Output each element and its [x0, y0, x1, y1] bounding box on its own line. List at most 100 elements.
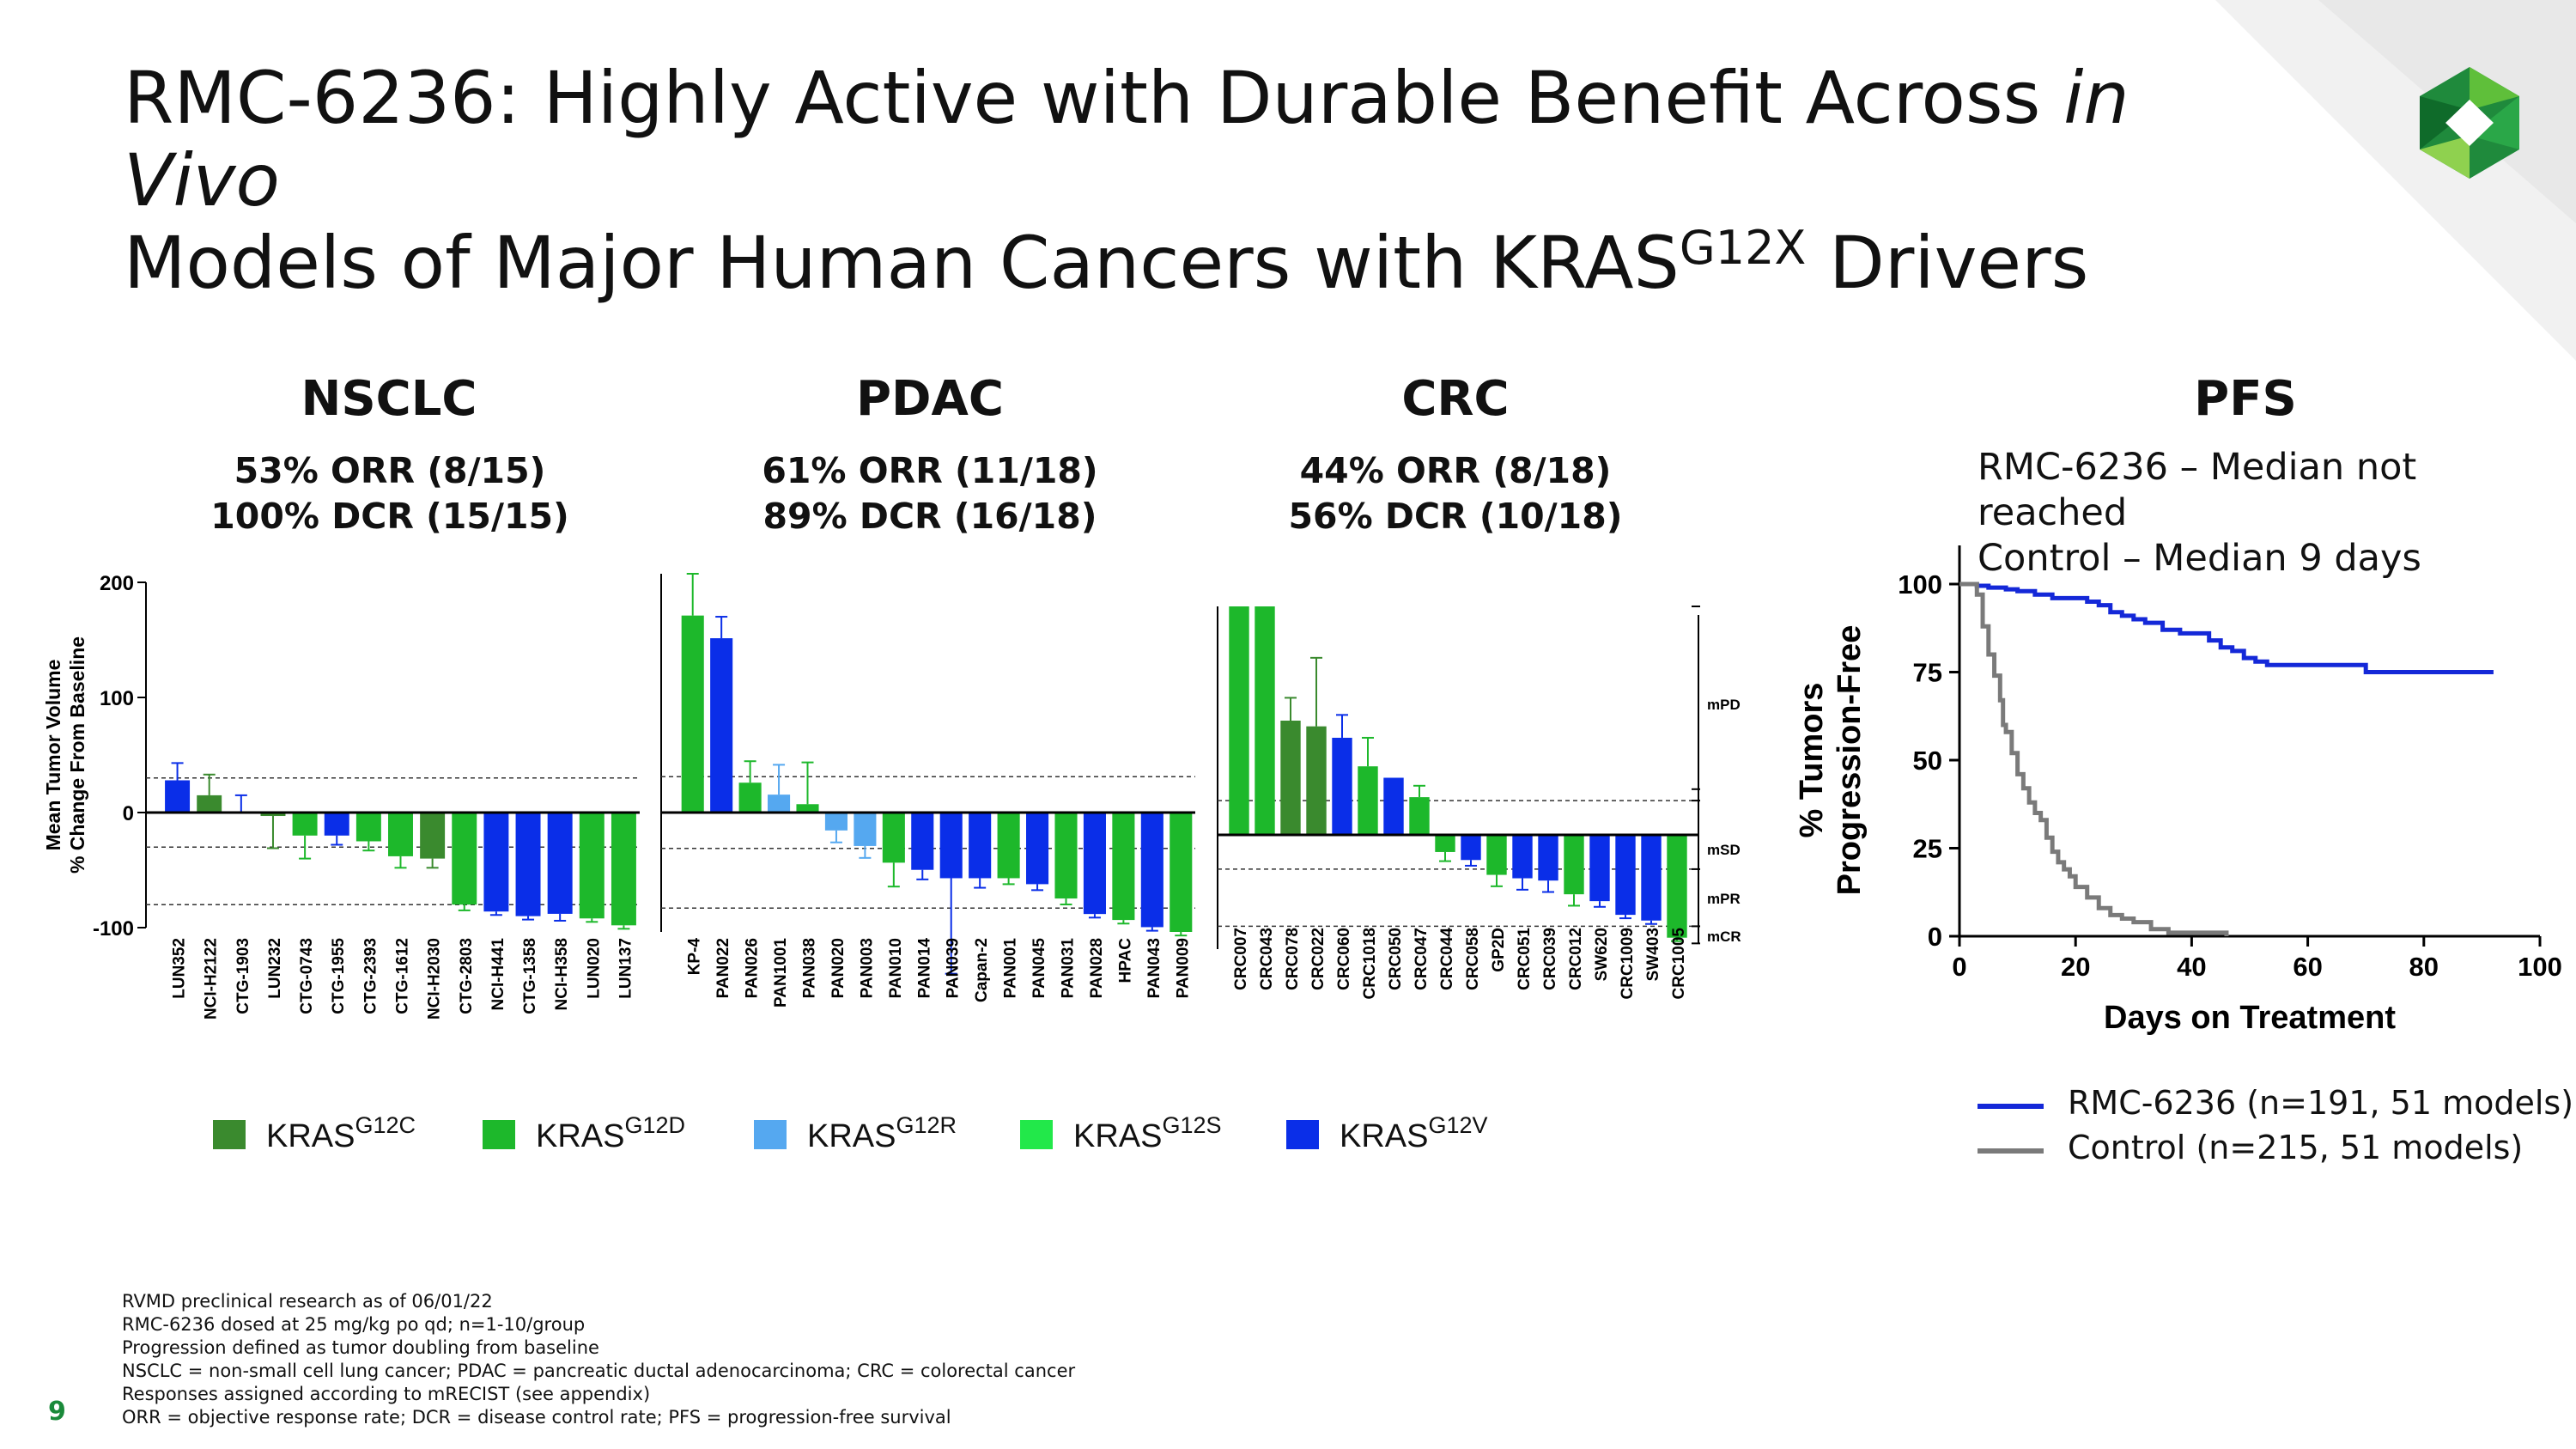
category-label: PAN045	[1030, 938, 1048, 999]
bar	[1589, 835, 1610, 902]
bar	[611, 813, 636, 926]
category-label: PAN014	[915, 938, 933, 999]
bar	[681, 615, 704, 813]
nsclc-stats: 53% ORR (8/15) 100% DCR (15/15)	[89, 448, 690, 539]
km-curve-control	[1959, 581, 2229, 936]
category-label: PAN010	[887, 938, 905, 998]
bar	[710, 638, 733, 813]
category-label: CRC044	[1438, 928, 1456, 990]
category-label: GP2D	[1490, 928, 1508, 972]
category-label: SW620	[1593, 928, 1611, 981]
pfs-x-tick-label: 20	[2061, 952, 2090, 982]
pfs-x-tick-label: 0	[1952, 952, 1966, 982]
category-label: CRC022	[1309, 928, 1327, 990]
pfs-y-tick-label: 0	[1928, 922, 1942, 952]
category-label: LUN020	[585, 938, 603, 999]
pfs-y-tick-label: 75	[1913, 658, 1942, 688]
waterfall-crc: CRC007 CRC043 CRC078 CRC022 CRC060 CRC1018 CRC…	[1217, 606, 1741, 1000]
category-label: PAN003	[858, 938, 876, 998]
bar	[1435, 835, 1455, 852]
pfs-median-treatment: RMC-6236 – Median not reached	[1978, 446, 2417, 534]
pfs-x-tick-label: 40	[2177, 952, 2206, 982]
nsclc-title: NSCLC	[301, 371, 477, 427]
y-axis-label: Mean Tumor Volume	[42, 660, 64, 851]
crc-title: CRC	[1401, 371, 1510, 427]
legend-label: KRASG12D	[536, 1112, 686, 1155]
footnote-line: RVMD preclinical research as of 06/01/22	[122, 1291, 493, 1312]
bar	[1383, 777, 1404, 835]
category-label: CRC039	[1541, 928, 1559, 990]
bar	[854, 813, 877, 846]
nsclc-dcr: 100% DCR (15/15)	[210, 496, 569, 537]
category-label: PAN026	[744, 938, 762, 998]
legend-swatch	[213, 1120, 246, 1149]
pfs-legend-item: RMC-6236 (n=191, 51 models)	[1978, 1084, 2573, 1127]
pdac-stats: 61% ORR (11/18) 89% DCR (16/18)	[629, 448, 1230, 539]
response-category-label: mPD	[1707, 697, 1741, 713]
pfs-y-axis-label: Progression-Free	[1832, 625, 1868, 896]
category-label: NCI-H441	[489, 938, 507, 1011]
mutation-legend: KRASG12C KRASG12D KRASG12R KRASG12S KRASG12V	[213, 1113, 1587, 1165]
legend-label: KRASG12R	[807, 1112, 957, 1155]
crc-orr: 44% ORR (8/18)	[1299, 450, 1612, 491]
nsclc-orr: 53% ORR (8/15)	[234, 450, 546, 491]
category-label: CRC1005	[1670, 928, 1688, 1000]
bar	[738, 782, 762, 813]
page-number: 9	[48, 1397, 66, 1427]
pdac-dcr: 89% DCR (16/18)	[762, 496, 1097, 537]
category-label: PAN020	[829, 938, 848, 998]
category-label: CTG-1903	[234, 938, 252, 1014]
response-category-label: mSD	[1707, 842, 1741, 858]
pfs-legend-line	[1978, 1148, 2044, 1154]
category-label: CRC058	[1464, 928, 1482, 990]
pfs-median-control: Control – Median 9 days	[1978, 537, 2421, 580]
pfs-x-tick-label: 60	[2293, 952, 2322, 982]
category-label: Capan-2	[973, 938, 991, 1002]
category-label: CRC078	[1284, 928, 1302, 990]
legend-label: KRASG12C	[266, 1112, 416, 1155]
bar	[1667, 835, 1687, 938]
legend-swatch	[1286, 1120, 1319, 1149]
category-label: SW403	[1644, 928, 1662, 981]
pdac-title: PDAC	[856, 371, 1004, 427]
y-tick-label: -100	[93, 917, 134, 941]
bar	[420, 813, 446, 859]
km-curve-rmc-6236	[1959, 581, 2494, 674]
pfs-legend-line	[1978, 1104, 2044, 1109]
pfs-x-axis-label: Days on Treatment	[2104, 1000, 2396, 1036]
category-label: PAN022	[714, 938, 732, 998]
legend-label: KRASG12S	[1073, 1112, 1222, 1155]
category-label: CRC1018	[1361, 928, 1379, 999]
pfs-y-axis-label: % Tumors	[1794, 683, 1830, 838]
category-label: CRC051	[1516, 928, 1534, 990]
pfs-legend-label: Control (n=215, 51 models)	[2068, 1129, 2524, 1166]
category-label: LUN352	[171, 938, 189, 999]
category-label: PAN028	[1088, 938, 1106, 998]
bar	[165, 780, 191, 813]
bar	[911, 813, 934, 870]
pfs-stats: RMC-6236 – Median not reached Control – …	[1978, 445, 2536, 581]
bar	[1332, 737, 1352, 835]
footnote-line: NSCLC = non-small cell lung cancer; PDAC…	[122, 1361, 1076, 1381]
pfs-title: PFS	[2194, 371, 2297, 427]
bar	[1409, 797, 1430, 835]
category-label: HPAC	[1116, 938, 1134, 983]
bar	[997, 813, 1020, 879]
bar	[768, 795, 791, 813]
category-label: CRC047	[1413, 928, 1431, 990]
footnote-line: Responses assigned according to mRECIST …	[122, 1384, 651, 1404]
category-label: CRC060	[1335, 928, 1353, 990]
bar	[1358, 766, 1378, 835]
bar	[452, 813, 477, 905]
pfs-x-tick-label: 80	[2409, 952, 2439, 982]
bar	[796, 804, 819, 813]
bar	[1512, 835, 1533, 879]
bar	[483, 813, 509, 912]
crc-stats: 44% ORR (8/18) 56% DCR (10/18)	[1155, 448, 1756, 539]
bar	[1140, 813, 1163, 928]
bar	[1112, 813, 1135, 921]
category-label: CTG-2393	[361, 938, 380, 1014]
bar	[1054, 813, 1078, 899]
category-label: PAN031	[1060, 938, 1078, 999]
bar	[1229, 606, 1249, 835]
